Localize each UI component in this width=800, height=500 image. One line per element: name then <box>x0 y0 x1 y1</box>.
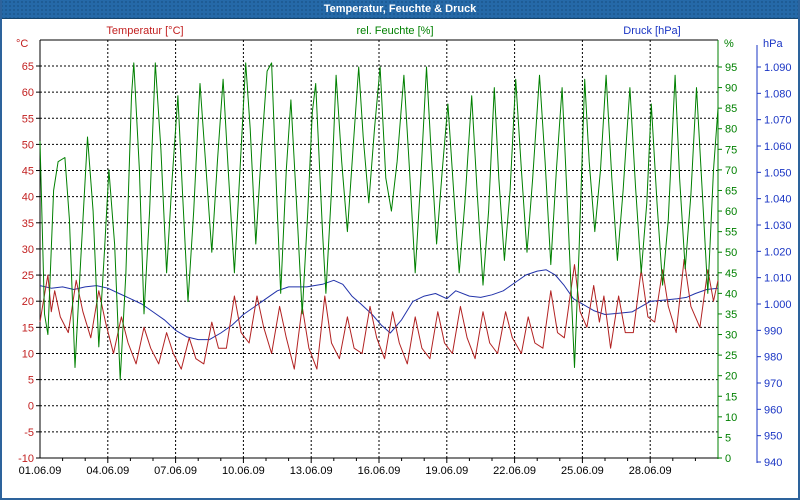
svg-text:5: 5 <box>725 432 731 444</box>
svg-text:5: 5 <box>28 375 34 387</box>
svg-text:0: 0 <box>725 453 731 465</box>
svg-text:40: 40 <box>22 192 34 204</box>
svg-text:55: 55 <box>22 113 34 125</box>
svg-text:1.080: 1.080 <box>764 88 792 100</box>
y-axis-humidity: 0 5 10 15 20 25 30 35 40 45 50 55 60 65 70 75 80 85 90 95 <box>717 40 737 465</box>
window-titlebar: Temperatur, Feuchte & Druck <box>2 0 798 19</box>
svg-text:45: 45 <box>725 268 737 280</box>
svg-text:65: 65 <box>22 61 34 73</box>
svg-text:90: 90 <box>725 83 737 95</box>
svg-text:30: 30 <box>725 330 737 342</box>
svg-text:01.06.09: 01.06.09 <box>19 465 62 477</box>
svg-text:20: 20 <box>725 371 737 383</box>
svg-text:80: 80 <box>725 124 737 136</box>
svg-text:10: 10 <box>725 412 737 424</box>
svg-text:07.06.09: 07.06.09 <box>154 465 197 477</box>
svg-text:25: 25 <box>22 270 34 282</box>
svg-text:25: 25 <box>725 350 737 362</box>
svg-text:35: 35 <box>22 218 34 230</box>
y-axis-unit-celsius: °C <box>16 38 29 50</box>
svg-text:55: 55 <box>725 227 737 239</box>
svg-text:04.06.09: 04.06.09 <box>86 465 129 477</box>
series-hum <box>39 62 719 381</box>
series-temp <box>39 258 719 370</box>
svg-text:30: 30 <box>22 244 34 256</box>
svg-text:1.070: 1.070 <box>764 115 792 127</box>
svg-text:13.06.09: 13.06.09 <box>290 465 333 477</box>
svg-text:20: 20 <box>22 296 34 308</box>
legend-temperature: Temperatur [°C] <box>106 25 184 37</box>
window-title: Temperatur, Feuchte & Druck <box>323 3 477 15</box>
svg-text:85: 85 <box>725 103 737 115</box>
svg-text:950: 950 <box>764 431 782 443</box>
svg-text:970: 970 <box>764 378 782 390</box>
y-axis-unit-percent: % <box>724 38 734 50</box>
svg-text:1.050: 1.050 <box>764 167 792 179</box>
svg-text:25.06.09: 25.06.09 <box>561 465 604 477</box>
svg-text:15: 15 <box>725 391 737 403</box>
svg-text:0: 0 <box>28 401 34 413</box>
series-press <box>39 269 719 341</box>
svg-text:75: 75 <box>725 144 737 156</box>
svg-text:60: 60 <box>725 206 737 218</box>
svg-text:28.06.09: 28.06.09 <box>629 465 672 477</box>
svg-text:940: 940 <box>764 457 782 469</box>
legend-pressure: Druck [hPa] <box>623 25 681 37</box>
svg-text:10.06.09: 10.06.09 <box>222 465 265 477</box>
svg-text:19.06.09: 19.06.09 <box>425 465 468 477</box>
svg-text:40: 40 <box>725 288 737 300</box>
chart-content: Temperatur [°C] rel. Feuchte [%] Druck [… <box>2 19 798 498</box>
svg-text:1.040: 1.040 <box>764 194 792 206</box>
svg-text:-5: -5 <box>24 427 34 439</box>
legend-humidity: rel. Feuchte [%] <box>356 25 434 37</box>
svg-text:50: 50 <box>725 247 737 259</box>
x-axis-dates: 01.06.09 04.06.09 07.06.09 10.06.09 13.06.09… <box>19 458 696 477</box>
svg-text:60: 60 <box>22 87 34 99</box>
svg-text:1.030: 1.030 <box>764 220 792 232</box>
svg-text:960: 960 <box>764 404 782 416</box>
svg-text:10: 10 <box>22 348 34 360</box>
y-axis-unit-hpa: hPa <box>763 38 783 50</box>
svg-text:65: 65 <box>725 185 737 197</box>
svg-text:1.000: 1.000 <box>764 299 792 311</box>
svg-text:990: 990 <box>764 325 782 337</box>
svg-text:1.090: 1.090 <box>764 62 792 74</box>
svg-text:50: 50 <box>22 139 34 151</box>
svg-text:16.06.09: 16.06.09 <box>358 465 401 477</box>
y-axis-temperature: -10 -5 0 5 10 15 20 25 30 35 40 45 50 55 60 65 <box>18 61 40 465</box>
svg-text:1.010: 1.010 <box>764 273 792 285</box>
svg-text:980: 980 <box>764 352 782 364</box>
svg-text:22.06.09: 22.06.09 <box>493 465 536 477</box>
svg-text:35: 35 <box>725 309 737 321</box>
svg-text:15: 15 <box>22 322 34 334</box>
svg-text:95: 95 <box>725 62 737 74</box>
y-axis-pressure: 940 950 960 970 980 990 1.000 1.010 1.020 1.030 1.… <box>756 45 792 469</box>
svg-text:1.060: 1.060 <box>764 141 792 153</box>
svg-text:70: 70 <box>725 165 737 177</box>
svg-text:-10: -10 <box>18 453 34 465</box>
svg-text:45: 45 <box>22 166 34 178</box>
svg-text:1.020: 1.020 <box>764 246 792 258</box>
